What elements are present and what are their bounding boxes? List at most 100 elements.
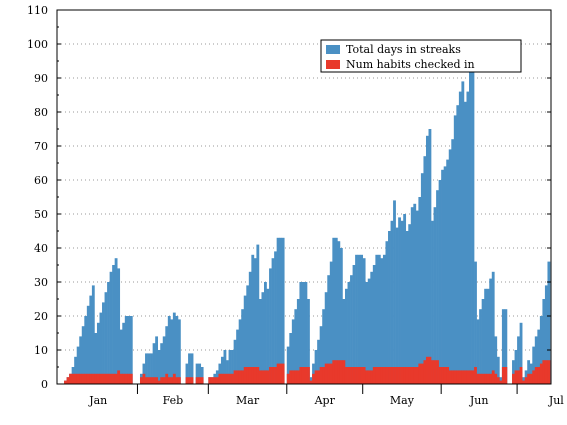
bar-total-days — [104, 292, 108, 384]
bar-habits-checked — [266, 370, 270, 384]
bar-total-days — [147, 353, 151, 384]
bar-habits-checked — [127, 373, 131, 384]
bar-total-days — [547, 261, 551, 384]
bar-habits-checked — [436, 360, 439, 384]
bar-total-days — [190, 353, 194, 384]
bar-habits-checked — [177, 377, 181, 384]
bar-habits-checked — [119, 373, 123, 384]
bar-total-days — [370, 271, 374, 384]
bar-habits-checked — [527, 373, 531, 384]
bar-habits-checked — [165, 373, 169, 384]
bar-habits-checked — [233, 370, 237, 384]
bar-habits-checked — [109, 373, 113, 384]
bar-total-days — [322, 309, 326, 384]
bar-habits-checked — [299, 367, 303, 384]
bar-total-days — [291, 319, 295, 384]
bar-habits-checked — [476, 373, 480, 384]
bar-total-days — [491, 271, 495, 384]
bar-total-days — [448, 149, 452, 384]
y-tick-label: 30 — [34, 276, 48, 289]
bar-habits-checked — [479, 373, 482, 384]
bar-habits-checked — [81, 373, 85, 384]
bar-total-days — [324, 292, 328, 384]
bar-habits-checked — [418, 363, 422, 384]
bar-total-days — [167, 316, 171, 384]
bar-total-days — [334, 237, 338, 384]
x-month-label: Mar — [236, 394, 260, 407]
bar-habits-checked — [372, 367, 376, 384]
bar-habits-checked — [410, 367, 414, 384]
x-month-label: Jan — [88, 394, 107, 407]
bar-habits-checked — [403, 367, 407, 384]
bar-total-days — [236, 329, 239, 384]
bar-habits-checked — [228, 373, 232, 384]
bar-total-days — [398, 217, 401, 384]
bar-total-days — [380, 258, 384, 384]
bar-habits-checked — [314, 370, 318, 384]
bar-habits-checked — [279, 363, 283, 384]
bar-total-days — [489, 278, 493, 384]
bar-habits-checked — [307, 367, 310, 384]
bar-habits-checked — [471, 370, 475, 384]
bar-habits-checked — [334, 360, 338, 384]
bar-total-days — [86, 305, 90, 384]
bar-habits-checked — [210, 377, 214, 384]
bar-habits-checked — [524, 377, 528, 384]
bar-total-days — [102, 302, 105, 384]
bar-habits-checked — [415, 367, 419, 384]
bar-habits-checked — [91, 373, 95, 384]
bar-habits-checked — [104, 373, 108, 384]
bar-total-days — [286, 346, 290, 384]
bar-habits-checked — [461, 370, 465, 384]
series-habits-checked-bars — [64, 356, 551, 384]
bar-habits-checked — [367, 370, 371, 384]
bar-habits-checked — [256, 367, 260, 384]
bar-habits-checked — [241, 370, 245, 384]
bar-habits-checked — [451, 370, 455, 384]
bar-total-days — [248, 271, 252, 384]
bar-total-days — [484, 288, 488, 384]
bar-habits-checked — [395, 367, 399, 384]
bar-total-days — [395, 227, 399, 384]
bar-total-days — [160, 343, 164, 384]
bar-total-days — [79, 336, 83, 384]
bar-total-days — [155, 336, 159, 384]
bar-habits-checked — [496, 377, 500, 384]
bar-total-days — [152, 343, 156, 384]
bar-habits-checked — [231, 373, 234, 384]
bar-habits-checked — [512, 373, 515, 384]
bar-total-days — [527, 360, 531, 384]
bar-habits-checked — [329, 363, 333, 384]
bar-total-days — [362, 258, 366, 384]
bar-total-days — [122, 322, 126, 384]
bar-habits-checked — [269, 367, 272, 384]
bar-total-days — [544, 285, 548, 384]
bar-total-days — [410, 207, 414, 384]
bar-habits-checked — [152, 377, 156, 384]
y-tick-label: 60 — [34, 174, 48, 187]
bar-total-days — [377, 254, 381, 384]
bar-total-days — [243, 295, 247, 384]
bar-habits-checked — [486, 373, 490, 384]
bar-habits-checked — [514, 370, 518, 384]
bar-total-days — [332, 237, 336, 384]
bar-total-days — [504, 309, 508, 384]
bar-habits-checked — [215, 377, 219, 384]
bar-habits-checked — [456, 370, 460, 384]
bar-habits-checked — [463, 370, 467, 384]
bar-habits-checked — [481, 373, 485, 384]
bar-total-days — [463, 101, 467, 385]
bar-habits-checked — [246, 367, 250, 384]
bar-total-days — [127, 316, 131, 384]
bar-total-days — [532, 346, 536, 384]
bar-habits-checked — [350, 367, 353, 384]
bar-habits-checked — [393, 367, 396, 384]
bar-habits-checked — [446, 367, 450, 384]
bar-total-days — [269, 268, 272, 384]
legend-label-habits-checked: Num habits checked in — [346, 58, 475, 71]
bar-habits-checked — [150, 377, 153, 384]
bar-total-days — [517, 336, 520, 384]
bar-total-days — [388, 231, 391, 384]
bar-habits-checked — [213, 377, 217, 384]
bar-total-days — [496, 356, 500, 384]
